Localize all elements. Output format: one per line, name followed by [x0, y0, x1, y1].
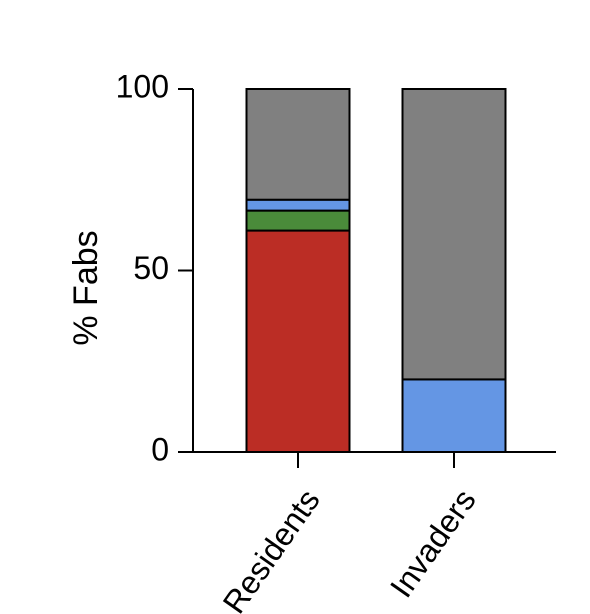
bar-segment: [245, 209, 351, 232]
bar-segment: [245, 229, 351, 453]
bar-segment: [401, 378, 507, 453]
y-tick-label: 50: [133, 250, 169, 286]
y-axis-title: % Fabs: [67, 230, 105, 345]
y-axis: 0 50 100: [116, 68, 194, 467]
x-axis: Residents Invaders: [193, 451, 556, 614]
y-tick-label: 0: [151, 431, 169, 467]
x-category-label: Residents: [216, 483, 327, 614]
bars: [245, 88, 507, 453]
bar-segment: [245, 88, 351, 201]
y-tick-label: 100: [116, 68, 169, 104]
bar-segment: [401, 88, 507, 381]
bar-segment: [245, 198, 351, 212]
x-category-label: Invaders: [383, 483, 483, 604]
